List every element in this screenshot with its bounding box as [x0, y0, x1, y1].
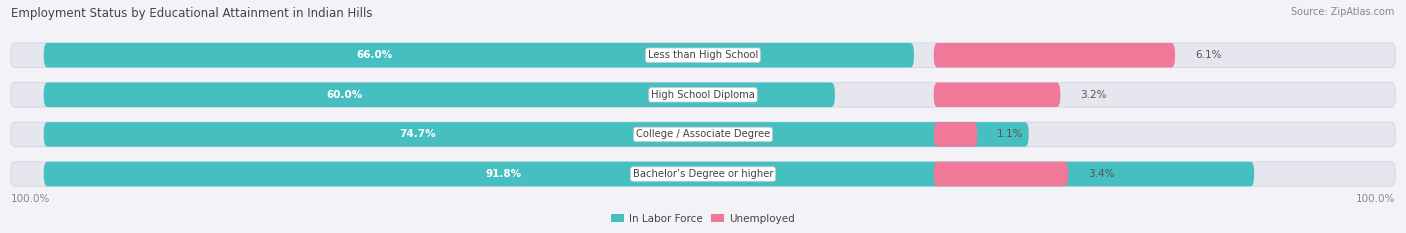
FancyBboxPatch shape — [44, 122, 1029, 147]
FancyBboxPatch shape — [934, 43, 1175, 68]
Text: 91.8%: 91.8% — [485, 169, 522, 179]
Text: 100.0%: 100.0% — [1355, 194, 1395, 204]
Text: 66.0%: 66.0% — [356, 50, 392, 60]
Text: College / Associate Degree: College / Associate Degree — [636, 129, 770, 139]
FancyBboxPatch shape — [11, 162, 1395, 186]
Text: Less than High School: Less than High School — [648, 50, 758, 60]
Text: Bachelor’s Degree or higher: Bachelor’s Degree or higher — [633, 169, 773, 179]
FancyBboxPatch shape — [44, 162, 1254, 186]
Text: 3.4%: 3.4% — [1088, 169, 1115, 179]
FancyBboxPatch shape — [934, 82, 1060, 107]
Text: Employment Status by Educational Attainment in Indian Hills: Employment Status by Educational Attainm… — [11, 7, 373, 20]
Text: 6.1%: 6.1% — [1195, 50, 1222, 60]
FancyBboxPatch shape — [11, 43, 1395, 68]
Text: 1.1%: 1.1% — [997, 129, 1024, 139]
Text: 100.0%: 100.0% — [11, 194, 51, 204]
Text: 3.2%: 3.2% — [1080, 90, 1107, 100]
Legend: In Labor Force, Unemployed: In Labor Force, Unemployed — [607, 209, 799, 228]
FancyBboxPatch shape — [934, 122, 977, 147]
Text: Source: ZipAtlas.com: Source: ZipAtlas.com — [1291, 7, 1395, 17]
FancyBboxPatch shape — [934, 162, 1069, 186]
FancyBboxPatch shape — [44, 82, 835, 107]
Text: High School Diploma: High School Diploma — [651, 90, 755, 100]
FancyBboxPatch shape — [11, 82, 1395, 107]
FancyBboxPatch shape — [44, 43, 914, 68]
FancyBboxPatch shape — [11, 122, 1395, 147]
Text: 60.0%: 60.0% — [326, 90, 363, 100]
Text: 74.7%: 74.7% — [399, 129, 436, 139]
